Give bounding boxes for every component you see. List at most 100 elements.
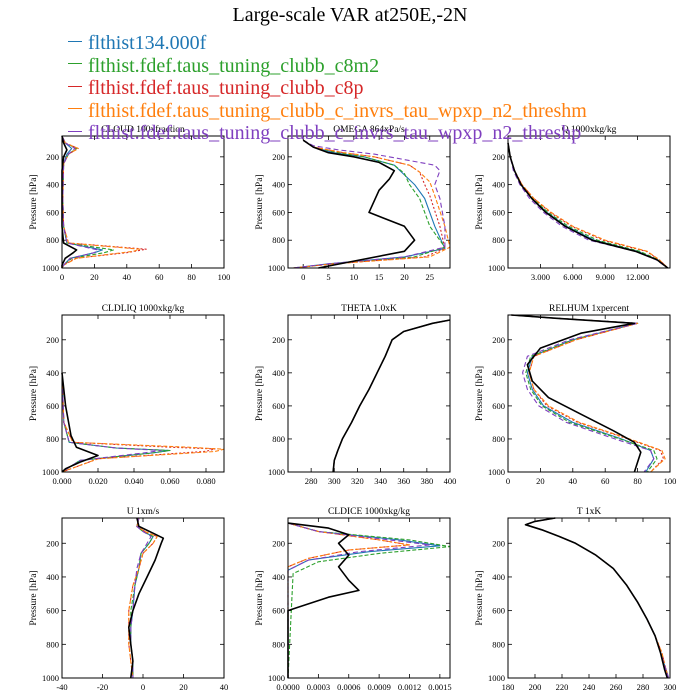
y-tick-label: 400 [492, 572, 505, 582]
y-axis-label: Pressure [hPa] [255, 570, 265, 625]
y-tick-label: 200 [492, 335, 505, 345]
x-tick-label: 20 [400, 272, 409, 282]
x-tick-label: 400 [444, 476, 457, 486]
series-line [507, 142, 669, 269]
series-line [524, 517, 669, 679]
x-tick-label: 200 [529, 682, 542, 692]
x-tick-label: 20 [179, 682, 188, 692]
legend-label: flthist.fdef.taus_tuning_clubb_c8m2 [88, 54, 380, 77]
y-axis-label: Pressure [hPa] [475, 570, 485, 625]
y-tick-label: 200 [46, 152, 59, 162]
x-tick-label: 280 [305, 476, 318, 486]
series-line [287, 522, 360, 678]
x-tick-label: 0.000 [52, 476, 71, 486]
x-tick-label: 300 [328, 476, 341, 486]
panel-title: RELHUM 1xpercent [549, 304, 629, 314]
y-tick-label: 400 [492, 180, 505, 190]
y-tick-label: 800 [272, 434, 285, 444]
y-tick-label: 1000 [268, 467, 285, 477]
panel-frame [61, 517, 225, 679]
x-tick-label: 40 [569, 476, 578, 486]
y-axis-label: Pressure [hPa] [29, 174, 39, 229]
panel-frame [507, 135, 671, 269]
y-tick-label: 200 [272, 538, 285, 548]
panel-title: OMEGA 864xPa/s [333, 125, 405, 135]
legend: flthist134.000f flthist.fdef.taus_tuning… [68, 32, 587, 145]
series-line [287, 522, 451, 679]
y-tick-label: 400 [272, 180, 285, 190]
series-line [128, 517, 165, 679]
y-tick-label: 200 [272, 152, 285, 162]
x-tick-label: 0 [301, 272, 305, 282]
y-tick-label: 1000 [488, 263, 505, 273]
legend-swatch [68, 63, 82, 65]
y-tick-label: 1000 [42, 673, 59, 683]
y-tick-label: 800 [272, 639, 285, 649]
series-line [61, 372, 225, 473]
legend-swatch [68, 85, 82, 87]
series-line [511, 314, 642, 473]
y-tick-label: 800 [46, 639, 59, 649]
x-tick-label: 0.0000 [276, 682, 299, 692]
x-tick-label: 9.000 [596, 272, 615, 282]
series-line [293, 139, 446, 269]
panel-frame [507, 517, 671, 679]
y-tick-label: 1000 [268, 263, 285, 273]
series-line [61, 135, 78, 268]
page-title: Large-scale VAR at250E,-2N [232, 4, 468, 26]
series-line [302, 139, 416, 269]
y-tick-label: 600 [492, 207, 505, 217]
series-line [332, 319, 451, 473]
panel-frame [287, 517, 451, 679]
panel-frame [287, 135, 451, 269]
panel-frame [287, 314, 451, 473]
y-axis-label: Pressure [hPa] [475, 174, 485, 229]
series-line [524, 517, 670, 679]
series-line [507, 142, 669, 269]
x-tick-label: 0 [141, 682, 145, 692]
y-axis-label: Pressure [hPa] [29, 570, 39, 625]
legend-item: flthist.fdef.taus_tuning_clubb_c8p [68, 77, 587, 100]
legend-label: flthist.fdef.taus_tuning_clubb_c8p [88, 77, 364, 99]
y-tick-label: 1000 [488, 673, 505, 683]
y-tick-label: 200 [46, 335, 59, 345]
y-tick-label: 200 [46, 538, 59, 548]
y-tick-label: 800 [492, 434, 505, 444]
y-tick-label: 600 [492, 606, 505, 616]
y-tick-label: 400 [46, 368, 59, 378]
y-tick-label: 600 [46, 401, 59, 411]
y-tick-label: 1000 [42, 467, 59, 477]
legend-swatch [68, 40, 82, 42]
x-tick-label: 180 [502, 682, 515, 692]
y-tick-label: 200 [272, 335, 285, 345]
legend-swatch [68, 130, 82, 132]
x-tick-label: 0.0015 [428, 682, 451, 692]
x-tick-label: -20 [97, 682, 108, 692]
y-tick-label: 200 [492, 152, 505, 162]
panel-frame [507, 314, 671, 473]
x-tick-label: 0.060 [160, 476, 179, 486]
y-tick-label: 400 [272, 368, 285, 378]
series-line [293, 139, 446, 269]
x-tick-label: 320 [351, 476, 364, 486]
legend-label: flthist.fdef.taus_tuning_clubb_c_invrs_t… [88, 122, 582, 144]
x-tick-label: 3.000 [531, 272, 550, 282]
x-tick-label: 220 [556, 682, 569, 692]
series-line [511, 314, 655, 473]
legend-item: flthist134.000f [68, 32, 587, 55]
series-line [61, 135, 99, 269]
series-line [507, 142, 669, 269]
legend-item: flthist.fdef.taus_tuning_clubb_c_invrs_t… [68, 100, 587, 123]
y-tick-label: 400 [492, 368, 505, 378]
y-tick-label: 1000 [268, 673, 285, 683]
series-line [507, 142, 669, 269]
series-line [524, 517, 670, 679]
y-tick-label: 400 [46, 180, 59, 190]
y-axis-label: Pressure [hPa] [255, 366, 265, 421]
series-line [287, 522, 411, 678]
series-line [524, 517, 670, 679]
panel-title: THETA 1.0xK [341, 304, 397, 314]
legend-item: flthist.fdef.taus_tuning_clubb_c8m2 [68, 55, 587, 78]
panel-frame [61, 314, 225, 473]
y-axis-label: Pressure [hPa] [29, 366, 39, 421]
